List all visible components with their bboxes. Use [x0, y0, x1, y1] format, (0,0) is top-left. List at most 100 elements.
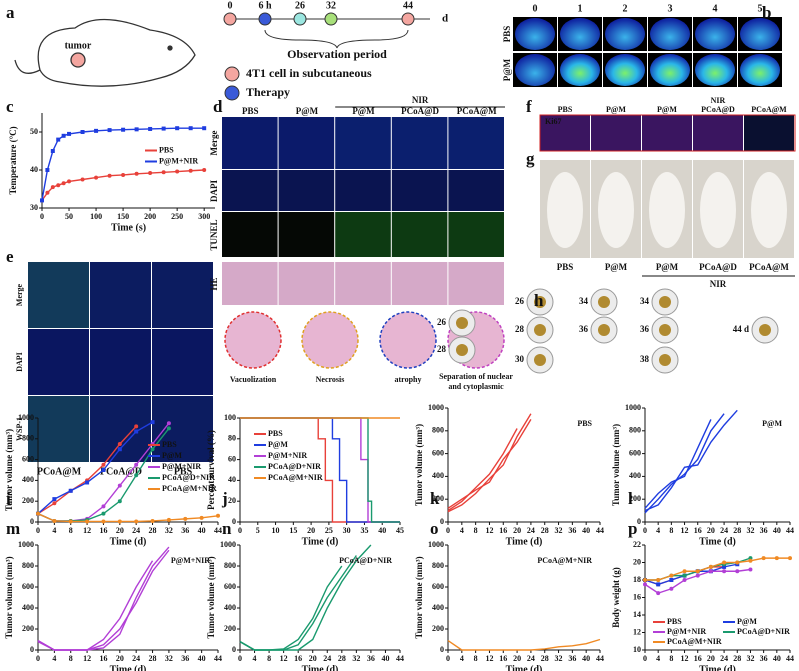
y-tick-label: 800	[432, 426, 444, 435]
label: atrophy	[395, 375, 422, 384]
marker	[85, 519, 90, 524]
label: 26	[295, 0, 305, 11]
x-tick-label: 16	[694, 526, 702, 535]
mouse-photo	[547, 172, 583, 248]
y-tick-label: 50	[30, 127, 38, 136]
marker	[67, 179, 72, 184]
tumor-sample	[534, 354, 546, 366]
thermal-image	[650, 54, 690, 86]
x-tick-label: 150	[117, 212, 129, 221]
y-tick-label: 200	[22, 624, 34, 633]
thermal-image	[695, 54, 735, 86]
image-panels	[28, 17, 796, 462]
label: Merge	[15, 283, 24, 306]
x-tick-label: 32	[746, 526, 754, 535]
y-tick-label: 200	[629, 494, 641, 503]
x-tick-label: 20	[116, 526, 124, 535]
label: 44	[403, 0, 413, 11]
marker	[748, 558, 753, 563]
marker	[708, 564, 713, 569]
mouse-photo	[751, 172, 787, 248]
y-tick-label: 1000	[428, 403, 444, 412]
x-tick-label: 44	[214, 526, 222, 535]
x-tick-label: 24	[132, 654, 140, 663]
label: 6 h	[258, 0, 272, 11]
y-tick-label: 40	[30, 165, 38, 174]
x-tick-label: 20	[707, 654, 715, 663]
label: P@M	[656, 262, 679, 272]
tumor-sample	[759, 324, 771, 336]
y-tick-label: 100	[224, 413, 236, 422]
legend-label: PCoA@M+NIR	[268, 473, 323, 482]
marker	[134, 473, 139, 478]
label: 1	[578, 3, 583, 14]
micrograph	[152, 329, 213, 395]
marker	[202, 126, 207, 131]
y-tick-label: 0	[232, 645, 236, 654]
y-tick-label: 800	[432, 561, 444, 570]
y-tick-label: 600	[432, 448, 444, 457]
label: o	[430, 519, 439, 538]
y-tick-label: 1000	[220, 540, 236, 549]
label: Merge	[209, 131, 219, 156]
x-tick-label: 16	[694, 654, 702, 663]
micrograph	[391, 262, 448, 305]
x-tick-label: 100	[90, 212, 102, 221]
x-tick-label: 28	[149, 654, 157, 663]
x-tick-label: 44	[596, 654, 604, 663]
marker	[643, 578, 647, 582]
marker	[134, 424, 139, 429]
label: 26	[437, 317, 447, 327]
x-tick-label: 20	[513, 654, 521, 663]
y-tick-label: 18	[633, 575, 641, 584]
label: PBS	[502, 26, 512, 43]
micrograph	[693, 115, 743, 151]
y-tick-label: 1000	[18, 540, 34, 549]
micrograph	[152, 262, 213, 328]
legend-label: PBS	[667, 617, 682, 626]
marker	[107, 128, 112, 133]
x-tick-label: 44	[396, 654, 404, 663]
label: 2	[623, 3, 628, 14]
series-line	[37, 513, 219, 523]
x-tick-label: 8	[669, 654, 673, 663]
x-tick-label: 24	[527, 654, 535, 663]
label: NIR	[412, 95, 429, 105]
y-tick-label: 0	[232, 517, 236, 526]
thermal-image	[605, 18, 645, 50]
label: and cytoplasmic	[448, 382, 504, 391]
x-tick-label: 12	[681, 654, 689, 663]
marker	[166, 426, 171, 431]
y-tick-label: 400	[22, 603, 34, 612]
micrograph	[335, 212, 391, 257]
tumor-sample	[659, 324, 671, 336]
label: k	[430, 489, 440, 508]
label: 0	[533, 3, 538, 14]
micrograph	[90, 329, 151, 395]
series-line	[447, 419, 532, 509]
legend-label: PBS	[162, 440, 177, 449]
x-tick-label: 4	[656, 526, 660, 535]
x-tick-label: 24	[720, 526, 728, 535]
label: 30	[515, 354, 525, 364]
label: 34	[579, 296, 589, 306]
y-axis-title: Tumor volume (mm³)	[206, 556, 216, 638]
x-axis-title: Time (d)	[302, 536, 339, 547]
panel-label: PCoA@D+NIR	[339, 556, 392, 565]
label: f	[526, 97, 532, 116]
label: PBS	[174, 466, 193, 477]
marker	[134, 519, 139, 524]
marker	[150, 420, 155, 425]
marker	[183, 516, 188, 521]
mouse-drawing	[14, 18, 196, 87]
x-tick-label: 24	[720, 654, 728, 663]
label: l	[628, 489, 633, 508]
tumor-sample	[456, 317, 468, 329]
y-tick-label: 800	[22, 561, 34, 570]
label: n	[222, 519, 232, 538]
marker	[788, 556, 792, 561]
marker	[166, 421, 171, 426]
marker	[52, 497, 57, 502]
x-tick-label: 50	[65, 212, 73, 221]
zoom-inset	[379, 311, 437, 369]
